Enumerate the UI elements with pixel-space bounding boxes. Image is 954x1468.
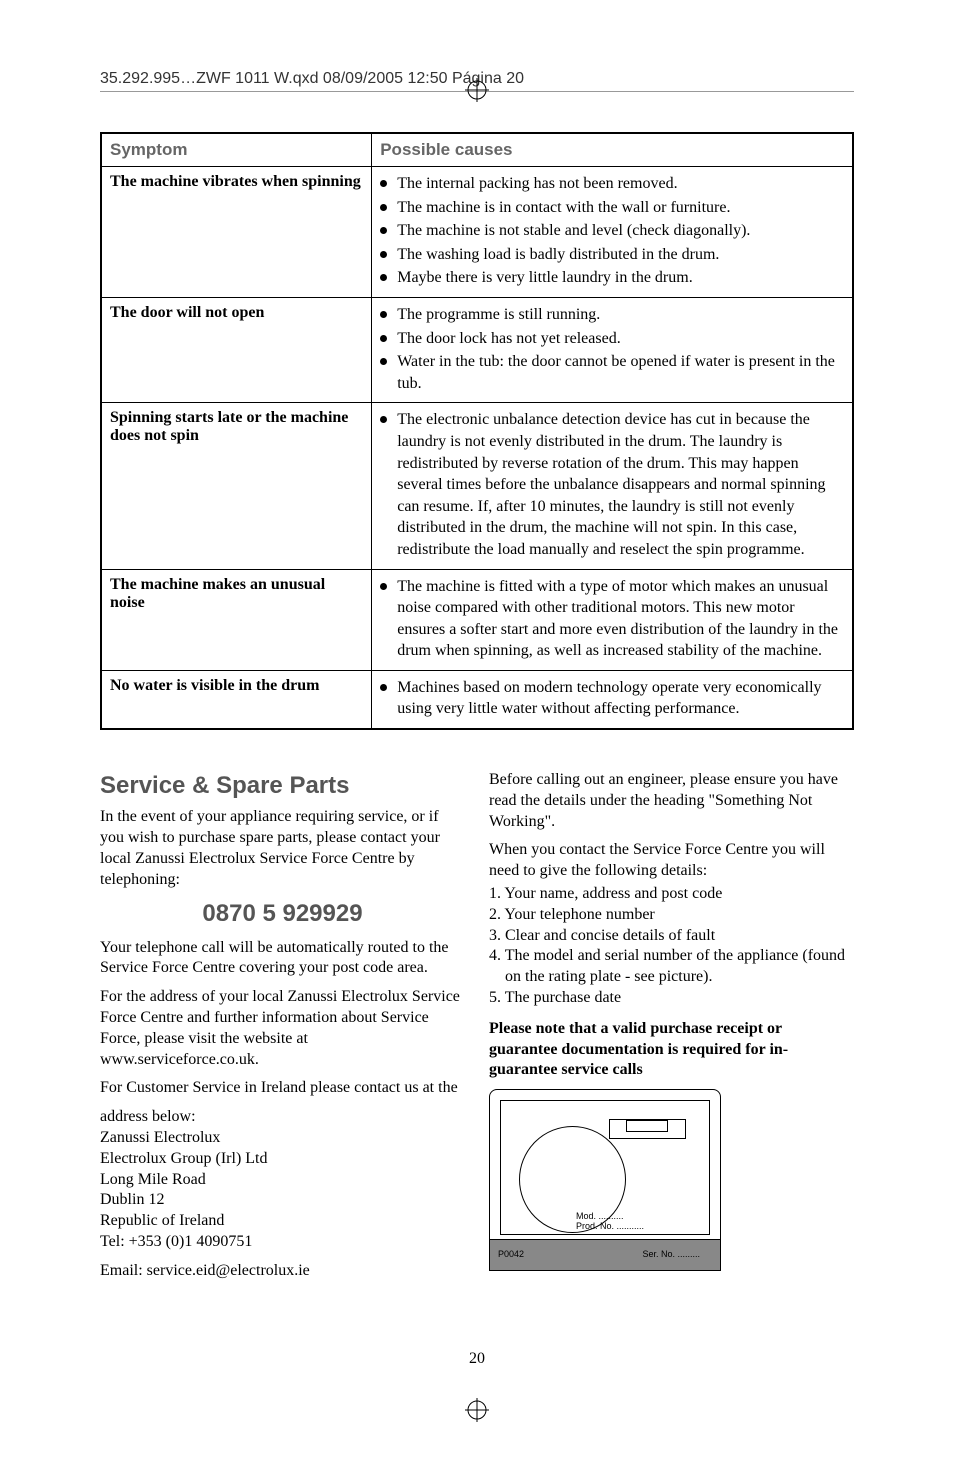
email-line: Email: service.eid@electrolux.ie	[100, 1261, 465, 1282]
cause-text: The door lock has not yet released.	[397, 328, 844, 350]
bullet-icon	[380, 251, 387, 258]
table-row: The machine makes an unusual noise The m…	[101, 569, 853, 670]
address-line: Electrolux Group (Irl) Ltd	[100, 1149, 465, 1170]
cause-cell: Machines based on modern technology oper…	[372, 670, 853, 729]
bullet-icon	[380, 583, 387, 590]
contact-details-intro: When you contact the Service Force Centr…	[489, 840, 854, 882]
left-column: Service & Spare Parts In the event of yo…	[100, 770, 465, 1290]
right-column: Before calling out an engineer, please e…	[489, 770, 854, 1290]
address-line: Dublin 12	[100, 1190, 465, 1211]
cause-text: Machines based on modern technology oper…	[397, 677, 844, 720]
bullet-icon	[380, 180, 387, 187]
bullet-icon	[380, 358, 387, 365]
address-line: Tel: +353 (0)1 4090751	[100, 1232, 465, 1253]
receipt-note: Please note that a valid purchase receip…	[489, 1019, 854, 1081]
address-line: Long Mile Road	[100, 1170, 465, 1191]
cause-text: The machine is not stable and level (che…	[397, 220, 844, 242]
bullet-icon	[380, 274, 387, 281]
diagram-bottom-strip: P0042 Ser. No. .........	[490, 1239, 720, 1270]
symptom-cell: The machine vibrates when spinning	[101, 167, 372, 298]
website-paragraph: For the address of your local Zanussi El…	[100, 987, 465, 1070]
bullet-icon	[380, 684, 387, 691]
col-header-causes: Possible causes	[372, 133, 853, 167]
list-item: 1. Your name, address and post code	[489, 884, 854, 905]
cause-cell: The machine is fitted with a type of mot…	[372, 569, 853, 670]
bullet-icon	[380, 227, 387, 234]
symptom-cell: The machine makes an unusual noise	[101, 569, 372, 670]
cause-text: The washing load is badly distributed in…	[397, 244, 844, 266]
cause-cell: The programme is still running. The door…	[372, 297, 853, 402]
cause-text: The machine is fitted with a type of mot…	[397, 576, 844, 662]
bullet-icon	[380, 204, 387, 211]
two-column-layout: Service & Spare Parts In the event of yo…	[100, 770, 854, 1290]
washer-outline: Mod. .......... Prod. No. ...........	[500, 1100, 710, 1235]
service-heading: Service & Spare Parts	[100, 770, 465, 801]
page-container: 35.292.995…ZWF 1011 W.qxd 08/09/2005 12:…	[0, 0, 954, 1468]
cause-text: Maybe there is very little laundry in th…	[397, 267, 844, 289]
table-header-row: Symptom Possible causes	[101, 133, 853, 167]
crop-mark-top-icon	[465, 78, 489, 108]
table-row: No water is visible in the drum Machines…	[101, 670, 853, 729]
list-item: 3. Clear and concise details of fault	[489, 926, 854, 947]
header-separator	[100, 90, 854, 92]
symptom-table: Symptom Possible causes The machine vibr…	[100, 132, 854, 730]
details-list: 1. Your name, address and post code 2. Y…	[489, 884, 854, 1009]
address-line: address below:	[100, 1107, 465, 1128]
symptom-cell: The door will not open	[101, 297, 372, 402]
rating-plate-diagram: Mod. .......... Prod. No. ........... P0…	[489, 1089, 721, 1271]
cause-cell: The internal packing has not been remove…	[372, 167, 853, 298]
table-row: The door will not open The programme is …	[101, 297, 853, 402]
routing-paragraph: Your telephone call will be automaticall…	[100, 938, 465, 980]
diagram-code-label: P0042	[498, 1249, 524, 1261]
rating-plate-labels: Mod. .......... Prod. No. ...........	[576, 1212, 726, 1232]
list-item: 5. The purchase date	[489, 988, 854, 1009]
service-intro-paragraph: In the event of your appliance requiring…	[100, 807, 465, 890]
prod-no-label: Prod. No. ...........	[576, 1222, 726, 1232]
symptom-cell: Spinning starts late or the machine does…	[101, 403, 372, 569]
cause-text: The machine is in contact with the wall …	[397, 197, 844, 219]
cause-cell: The electronic unbalance detection devic…	[372, 403, 853, 569]
symptom-cell: No water is visible in the drum	[101, 670, 372, 729]
address-line: Zanussi Electrolux	[100, 1128, 465, 1149]
table-row: The machine vibrates when spinning The i…	[101, 167, 853, 298]
washer-detergent-drawer	[626, 1120, 668, 1132]
list-item: 2. Your telephone number	[489, 905, 854, 926]
cause-text: The programme is still running.	[397, 304, 844, 326]
bullet-icon	[380, 311, 387, 318]
ser-no-label: Ser. No. .........	[642, 1249, 700, 1261]
list-item-continuation: on the rating plate - see picture).	[489, 967, 854, 988]
page-number: 20	[100, 1350, 854, 1368]
service-phone-number: 0870 5 929929	[100, 898, 465, 929]
ireland-contact-paragraph: For Customer Service in Ireland please c…	[100, 1078, 465, 1099]
address-line: Republic of Ireland	[100, 1211, 465, 1232]
cause-text: The electronic unbalance detection devic…	[397, 409, 844, 560]
cause-text: Water in the tub: the door cannot be ope…	[397, 351, 844, 394]
crop-mark-bottom-icon	[100, 1398, 854, 1428]
bullet-icon	[380, 335, 387, 342]
table-row: Spinning starts late or the machine does…	[101, 403, 853, 569]
list-item: 4. The model and serial number of the ap…	[489, 946, 854, 967]
bullet-icon	[380, 416, 387, 423]
cause-text: The internal packing has not been remove…	[397, 173, 844, 195]
col-header-symptom: Symptom	[101, 133, 372, 167]
before-calling-paragraph: Before calling out an engineer, please e…	[489, 770, 854, 832]
address-block: address below: Zanussi Electrolux Electr…	[100, 1107, 465, 1253]
